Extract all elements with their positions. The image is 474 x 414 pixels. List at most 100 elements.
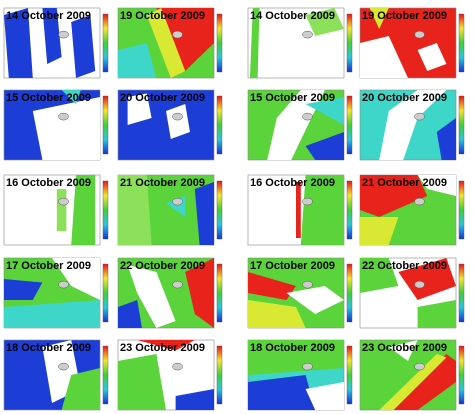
map-panel: 15 October 2009 [3, 89, 109, 161]
panel-date: 22 October 2009 [120, 260, 205, 272]
colorbar [458, 13, 465, 73]
island [172, 362, 183, 371]
panel-date: 20 October 2009 [362, 92, 447, 104]
panel-date: 21 October 2009 [120, 177, 205, 189]
map-panel: 21 October 2009 [117, 174, 223, 246]
island [58, 362, 69, 371]
island [172, 280, 183, 289]
map-panel: 20 October 2009 [359, 89, 465, 161]
map-panel: 19 October 2009 [117, 7, 223, 79]
colorbar [216, 180, 223, 240]
colorbar [102, 345, 109, 405]
map-region [71, 15, 96, 78]
map-region [369, 8, 389, 29]
map-region [4, 8, 33, 78]
map-region [118, 43, 157, 78]
colorbar [346, 13, 353, 73]
map-panel: 17 October 2009 [247, 257, 353, 329]
map-region [146, 8, 186, 78]
panel-date: 17 October 2009 [6, 260, 91, 272]
island [302, 30, 313, 39]
island [302, 280, 313, 289]
colorbar [102, 13, 109, 73]
map-region [4, 279, 43, 300]
island [172, 197, 183, 206]
map-region [4, 300, 100, 328]
map-region [32, 97, 100, 160]
map-region [398, 258, 456, 300]
panel-date: 14 October 2009 [250, 10, 335, 22]
island [414, 362, 425, 371]
island [172, 112, 183, 121]
colorbar [458, 95, 465, 155]
map-panel: 23 October 2009 [117, 339, 223, 411]
map-region [118, 354, 166, 410]
map-region [127, 93, 152, 125]
map-panel: 18 October 2009 [247, 339, 353, 411]
map-region [185, 258, 214, 328]
island [414, 197, 425, 206]
colorbar [216, 95, 223, 155]
map-region [118, 300, 142, 328]
panel-date: 21 October 2009 [362, 177, 447, 189]
panel-date: 15 October 2009 [250, 92, 335, 104]
colorbar [216, 263, 223, 323]
island [302, 197, 313, 206]
map-region [388, 340, 418, 361]
map-region [417, 43, 447, 71]
island [414, 280, 425, 289]
map-region [417, 175, 456, 196]
colorbar [216, 345, 223, 405]
map-panel: 18 October 2009 [3, 339, 109, 411]
map-panel: 16 October 2009 [3, 174, 109, 246]
map-region [379, 354, 447, 410]
map-region [61, 368, 100, 410]
map-region [300, 175, 344, 245]
map-region [156, 8, 214, 71]
panel-date: 18 October 2009 [250, 342, 335, 354]
island [58, 112, 69, 121]
map-panel: 22 October 2009 [117, 257, 223, 329]
map-region [305, 132, 344, 160]
map-region [118, 175, 152, 245]
map-region [379, 90, 447, 160]
map-panel: 15 October 2009 [247, 89, 353, 161]
panel-date: 15 October 2009 [6, 92, 91, 104]
colorbar [458, 345, 465, 405]
map-region [436, 118, 456, 160]
panel-date: 17 October 2009 [250, 260, 335, 272]
colorbar [346, 263, 353, 323]
colorbar [102, 263, 109, 323]
map-panel: 23 October 2009 [359, 339, 465, 411]
map-region [417, 300, 456, 328]
map-panel: 19 October 2009 [359, 7, 465, 79]
panel-date: 18 October 2009 [6, 342, 91, 354]
map-region [42, 8, 62, 64]
map-panel: 20 October 2009 [117, 89, 223, 161]
map-region [194, 182, 214, 245]
map-region [248, 272, 296, 300]
map-region [360, 36, 408, 78]
map-panel: 17 October 2009 [3, 257, 109, 329]
map-region [61, 90, 81, 104]
panel-date: 19 October 2009 [120, 10, 205, 22]
map-region [71, 175, 96, 245]
map-region [166, 104, 190, 139]
panel-date: 19 October 2009 [362, 10, 447, 22]
island [58, 30, 69, 39]
map-panel: 14 October 2009 [3, 7, 109, 79]
map-region [175, 389, 214, 410]
map-region [137, 340, 195, 351]
colorbar [458, 263, 465, 323]
map-region [249, 8, 260, 78]
panel-date: 22 October 2009 [362, 260, 447, 272]
panel-date: 16 October 2009 [250, 177, 335, 189]
colorbar [216, 13, 223, 73]
map-region [305, 382, 344, 410]
island [58, 197, 69, 206]
colorbar [102, 95, 109, 155]
map-region [56, 189, 67, 231]
panel-date: 23 October 2009 [362, 342, 447, 354]
map-region [360, 175, 428, 217]
